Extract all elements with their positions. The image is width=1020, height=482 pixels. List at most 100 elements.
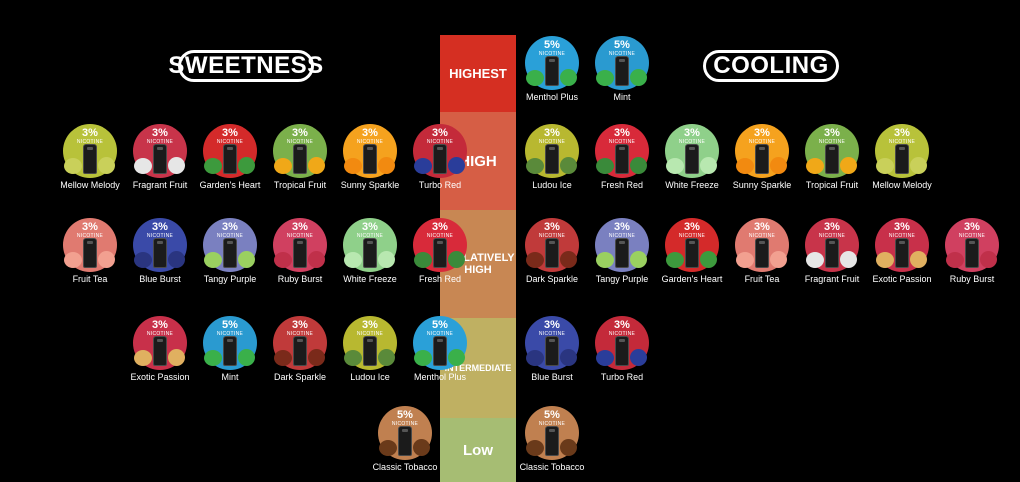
nicotine-percent: 3% [754, 221, 770, 233]
fruit-icon [378, 349, 395, 366]
nicotine-percent: 3% [544, 127, 560, 139]
flavor-name: Menthol Plus [413, 372, 467, 382]
fruit-icon [64, 158, 82, 174]
flavor-pod-item: 3% NICOTINE Sunny Sparkle [724, 124, 800, 196]
fruit-icon [736, 252, 754, 268]
fruit-icon [840, 157, 857, 174]
pod-icon [615, 238, 629, 268]
nicotine-percent: 3% [432, 127, 448, 139]
flavor-pod-item: 5% NICOTINE Menthol Plus [402, 316, 478, 388]
fruit-icon [876, 252, 894, 268]
fruit-icon [770, 251, 787, 268]
nicotine-word: NICOTINE [538, 139, 566, 145]
nicotine-percent: 3% [292, 319, 308, 331]
pod-icon [363, 144, 377, 174]
pod-icon [433, 238, 447, 268]
flavor-pod-item: 3% NICOTINE Turbo Red [584, 316, 660, 388]
pod-icon [545, 144, 559, 174]
nicotine-percent: 3% [152, 127, 168, 139]
flavor-name: Menthol Plus [525, 92, 579, 102]
fruit-icon [204, 252, 222, 268]
nicotine-word: NICOTINE [888, 233, 916, 239]
flavor-name: Ruby Burst [277, 274, 323, 284]
fruit-icon [560, 349, 577, 366]
flavor-name: Turbo Red [600, 372, 644, 382]
fruit-icon [344, 158, 362, 174]
nicotine-word: NICOTINE [76, 233, 104, 239]
flavor-pod-item: 5% NICOTINE Classic Tobacco [514, 406, 590, 478]
flavor-pod-item: 3% NICOTINE White Freeze [332, 218, 408, 290]
flavor-pod-item: 3% NICOTINE Tangy Purple [584, 218, 660, 290]
nicotine-percent: 3% [964, 221, 980, 233]
nicotine-percent: 3% [362, 127, 378, 139]
nicotine-word: NICOTINE [608, 51, 636, 57]
pod-icon [293, 238, 307, 268]
fruit-icon [274, 158, 292, 174]
sweetness-header: SWEETNESS [168, 50, 323, 82]
fruit-icon [274, 252, 292, 268]
flavor-name: Turbo Red [418, 180, 462, 190]
pod-icon [153, 144, 167, 174]
flavor-pod-item: 3% NICOTINE Fresh Red [584, 124, 660, 196]
fruit-icon [238, 349, 255, 366]
nicotine-word: NICOTINE [538, 421, 566, 427]
fruit-icon [168, 157, 185, 174]
flavor-name: Mint [221, 372, 239, 382]
pod-icon [755, 238, 769, 268]
flavor-name: Fruit Tea [72, 274, 108, 284]
nicotine-percent: 3% [432, 221, 448, 233]
nicotine-word: NICOTINE [146, 233, 174, 239]
pod-icon [398, 426, 412, 456]
fruit-icon [238, 157, 255, 174]
nicotine-percent: 5% [544, 39, 560, 51]
nicotine-word: NICOTINE [216, 139, 244, 145]
fruit-icon [64, 252, 82, 268]
fruit-icon [560, 251, 577, 268]
nicotine-percent: 3% [894, 221, 910, 233]
nicotine-word: NICOTINE [608, 331, 636, 337]
fruit-icon [910, 157, 927, 174]
nicotine-word: NICOTINE [76, 139, 104, 145]
fruit-icon [596, 70, 614, 86]
fruit-icon [666, 158, 684, 174]
pod-icon [615, 56, 629, 86]
fruit-icon [238, 251, 255, 268]
nicotine-percent: 3% [754, 127, 770, 139]
pod-icon [545, 426, 559, 456]
scale-band-highest: HIGHEST [440, 35, 516, 112]
flavor-name: Dark Sparkle [273, 372, 327, 382]
pod-icon [755, 144, 769, 174]
fruit-icon [134, 158, 152, 174]
fruit-icon [526, 350, 544, 366]
fruit-icon [98, 251, 115, 268]
nicotine-word: NICOTINE [748, 233, 776, 239]
fruit-icon [344, 252, 362, 268]
fruit-icon [630, 349, 647, 366]
nicotine-word: NICOTINE [216, 233, 244, 239]
pod-icon [433, 144, 447, 174]
flavor-name: Blue Burst [139, 274, 181, 284]
nicotine-word: NICOTINE [608, 233, 636, 239]
flavor-pod-item: 3% NICOTINE Ludou Ice [514, 124, 590, 196]
pod-icon [685, 144, 699, 174]
pod-icon [363, 238, 377, 268]
flavor-pod-item: 3% NICOTINE White Freeze [654, 124, 730, 196]
fruit-icon [770, 157, 787, 174]
flavor-name: Classic Tobacco [519, 462, 585, 472]
fruit-icon [526, 158, 544, 174]
scale-band-low: Low [440, 418, 516, 482]
pod-icon [965, 238, 979, 268]
pod-icon [615, 144, 629, 174]
flavor-name: Exotic Passion [872, 274, 932, 284]
flavor-pod-item: 5% NICOTINE Mint [192, 316, 268, 388]
fruit-icon [526, 252, 544, 268]
nicotine-word: NICOTINE [286, 139, 314, 145]
nicotine-percent: 3% [292, 127, 308, 139]
fruit-icon [414, 252, 432, 268]
nicotine-word: NICOTINE [958, 233, 986, 239]
nicotine-word: NICOTINE [888, 139, 916, 145]
fruit-icon [560, 439, 577, 456]
pod-icon [223, 238, 237, 268]
fruit-icon [560, 157, 577, 174]
flavor-name: Ruby Burst [949, 274, 995, 284]
